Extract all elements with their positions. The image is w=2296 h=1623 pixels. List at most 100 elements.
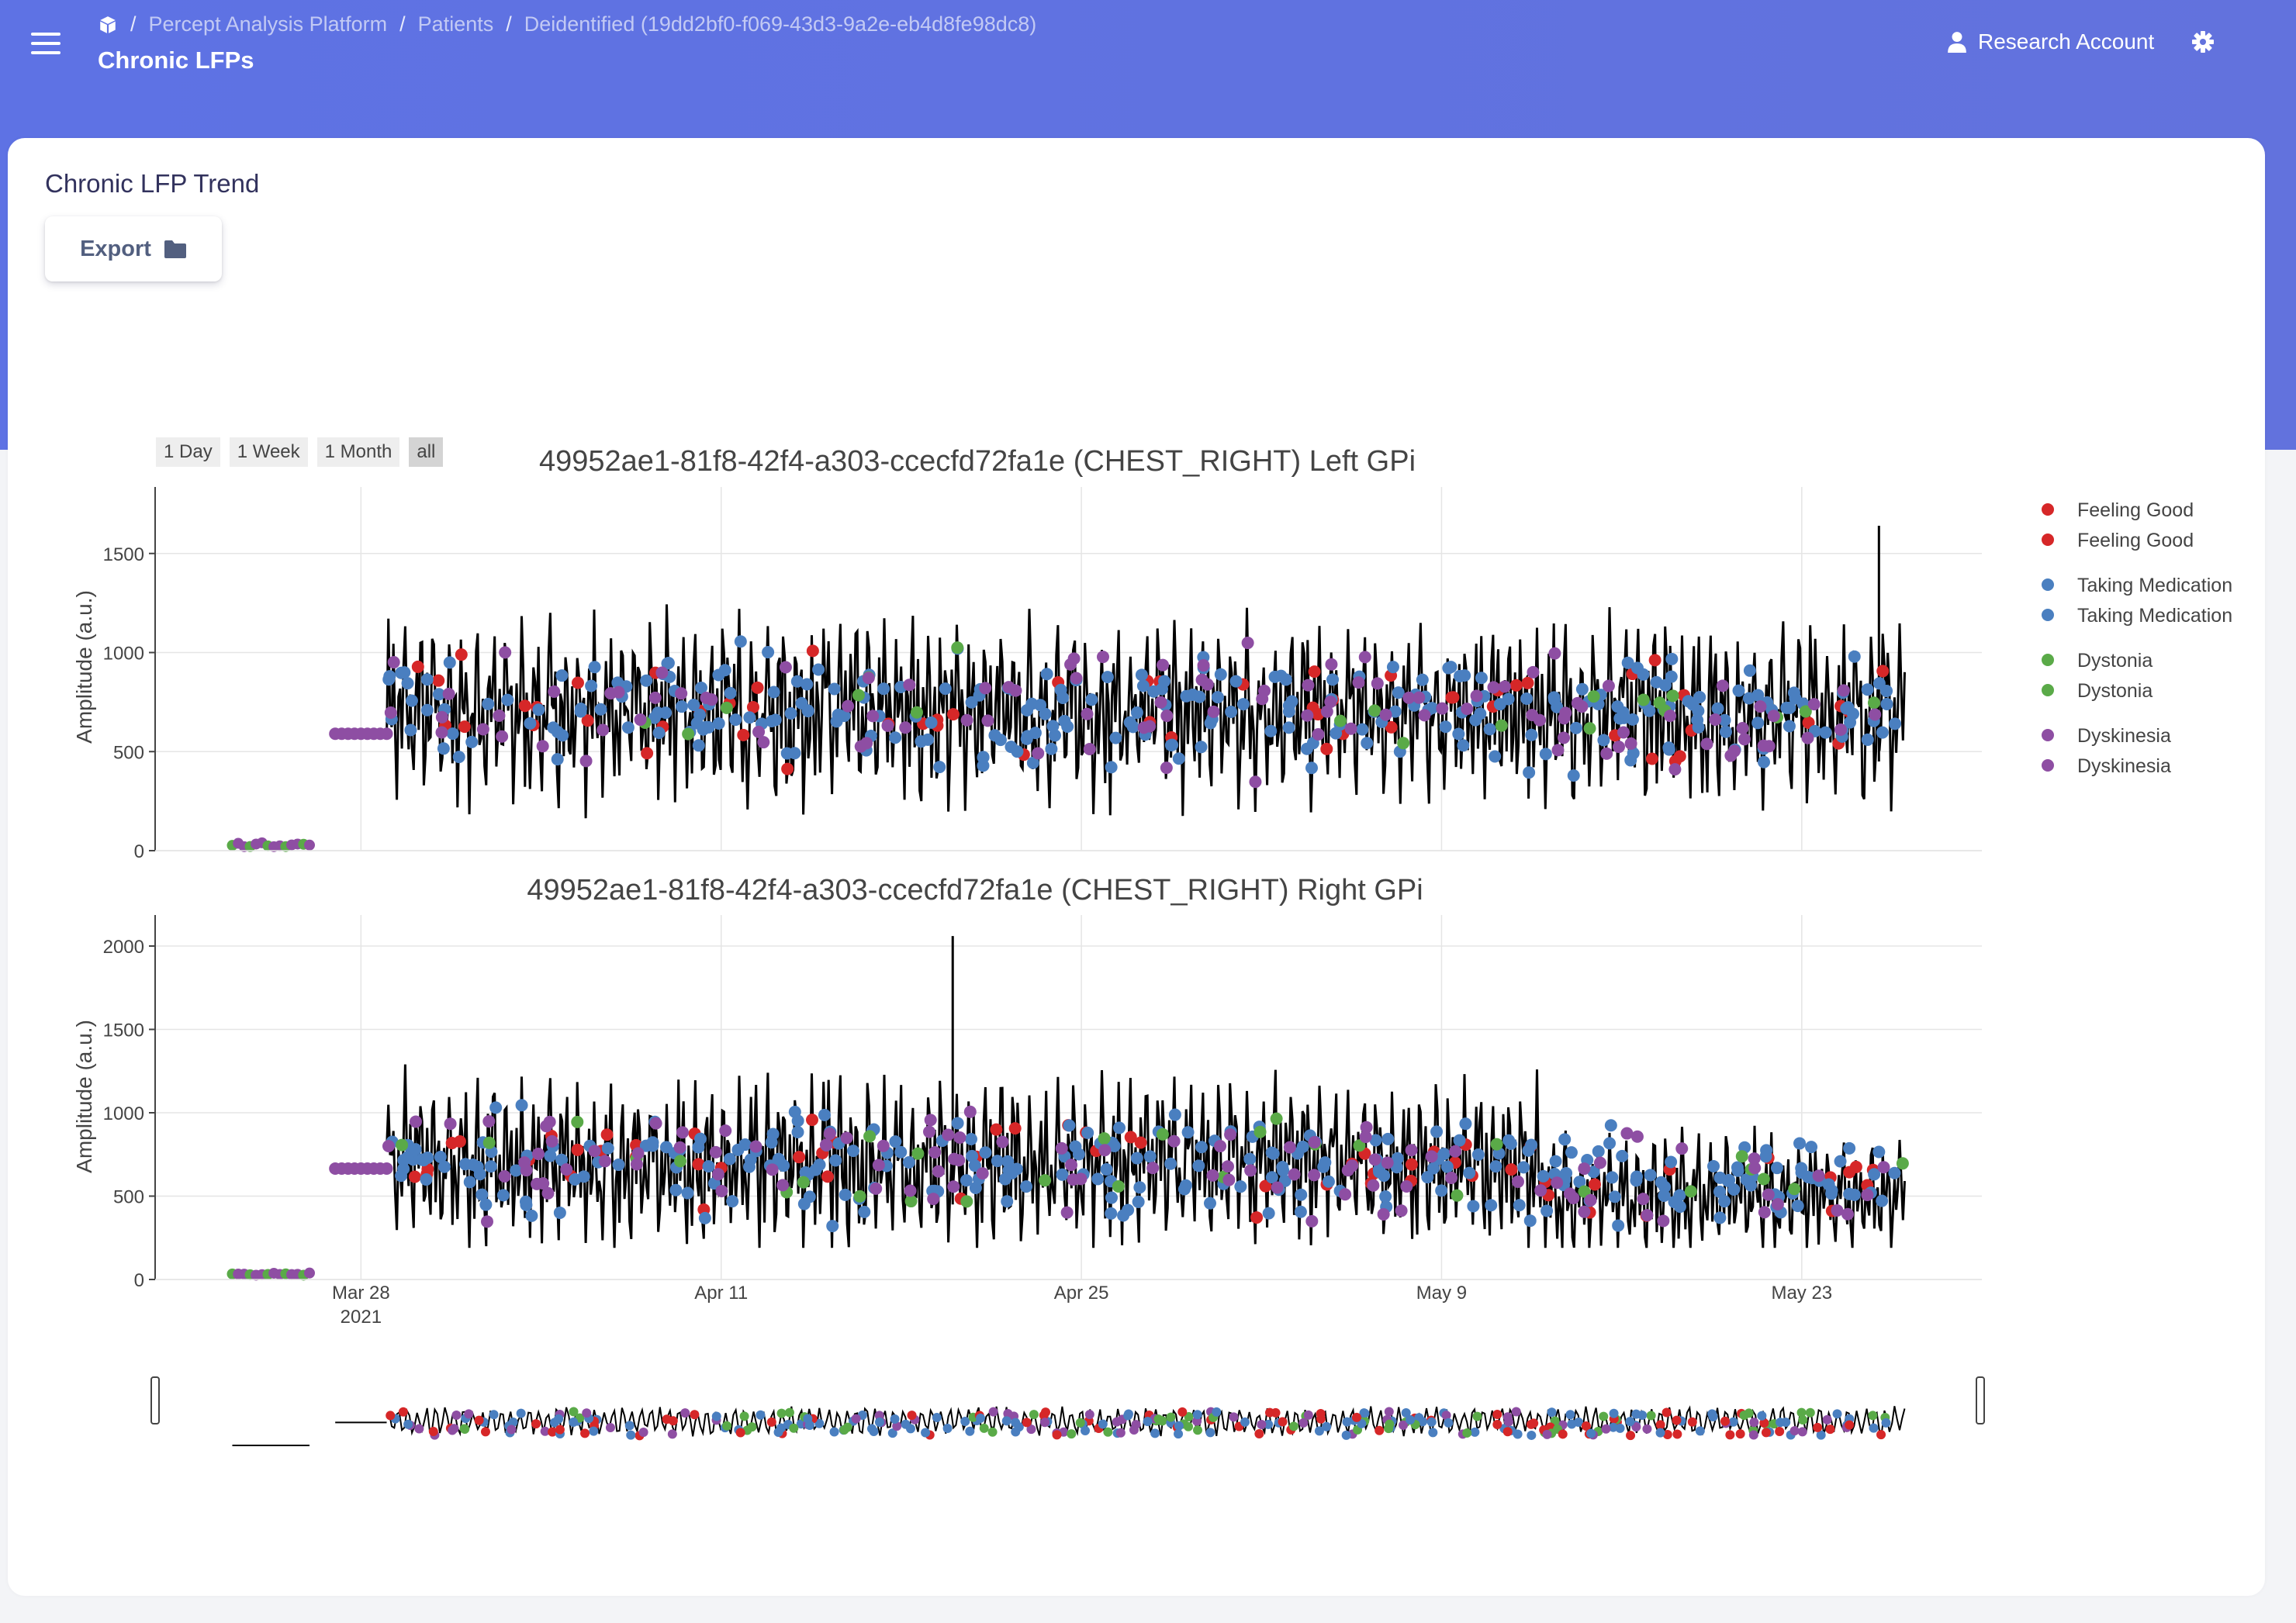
event-marker-taking-medication[interactable] bbox=[1469, 713, 1482, 727]
event-marker-taking-medication[interactable] bbox=[1686, 698, 1700, 711]
event-marker-dyskinesia[interactable] bbox=[1600, 747, 1613, 760]
event-marker-feeling-good[interactable] bbox=[1008, 1122, 1022, 1135]
event-marker-taking-medication[interactable] bbox=[1100, 1162, 1113, 1176]
event-marker-taking-medication[interactable] bbox=[1454, 669, 1467, 682]
event-marker-taking-medication[interactable] bbox=[839, 1188, 852, 1201]
event-marker-taking-medication[interactable] bbox=[1740, 1173, 1753, 1186]
event-marker-taking-medication[interactable] bbox=[420, 673, 434, 686]
event-marker-taking-medication[interactable] bbox=[1475, 672, 1488, 685]
event-marker-dyskinesia[interactable] bbox=[1748, 1152, 1761, 1165]
event-marker-dyskinesia[interactable] bbox=[1283, 1141, 1296, 1154]
event-marker-dystonia[interactable] bbox=[904, 1195, 918, 1208]
event-marker-dyskinesia[interactable] bbox=[1657, 1214, 1670, 1228]
event-marker-taking-medication[interactable] bbox=[1805, 1141, 1818, 1154]
event-marker-dyskinesia[interactable] bbox=[1593, 1156, 1606, 1169]
event-marker-dyskinesia[interactable] bbox=[700, 691, 713, 704]
event-marker-taking-medication[interactable] bbox=[1713, 1171, 1727, 1184]
event-marker-dyskinesia[interactable] bbox=[903, 679, 916, 692]
event-marker-taking-medication[interactable] bbox=[1056, 691, 1070, 704]
event-marker-taking-medication[interactable] bbox=[1603, 1137, 1617, 1150]
event-marker-taking-medication[interactable] bbox=[1177, 1183, 1191, 1196]
legend-item-feeling-good[interactable]: Feeling Good bbox=[2042, 499, 2194, 521]
event-marker-taking-medication[interactable] bbox=[960, 1174, 973, 1187]
event-marker-taking-medication[interactable] bbox=[734, 635, 747, 648]
event-marker-dyskinesia[interactable] bbox=[927, 1193, 940, 1206]
event-marker-dyskinesia[interactable] bbox=[1748, 1162, 1762, 1175]
event-marker-taking-medication[interactable] bbox=[712, 717, 725, 730]
event-marker-dyskinesia[interactable] bbox=[1157, 658, 1170, 672]
event-marker-taking-medication[interactable] bbox=[1760, 1144, 1773, 1157]
event-marker-dyskinesia[interactable] bbox=[1308, 1169, 1321, 1182]
event-marker-taking-medication[interactable] bbox=[1644, 1169, 1657, 1182]
event-marker-dyskinesia[interactable] bbox=[1812, 1169, 1825, 1183]
event-marker-taking-medication[interactable] bbox=[524, 717, 537, 730]
event-marker-taking-medication[interactable] bbox=[1467, 1200, 1480, 1213]
event-marker-dyskinesia[interactable] bbox=[1762, 1188, 1775, 1201]
event-marker-taking-medication[interactable] bbox=[1457, 739, 1470, 752]
event-marker-dyskinesia[interactable] bbox=[1081, 707, 1094, 720]
event-marker-dyskinesia[interactable] bbox=[757, 736, 770, 749]
event-marker-taking-medication[interactable] bbox=[520, 1198, 533, 1211]
event-marker-dyskinesia[interactable] bbox=[536, 740, 549, 753]
event-marker-taking-medication[interactable] bbox=[1560, 1166, 1573, 1179]
event-marker-taking-medication[interactable] bbox=[675, 700, 688, 713]
event-marker-dyskinesia[interactable] bbox=[979, 682, 992, 695]
range-slider-handle-left[interactable] bbox=[150, 1376, 160, 1424]
event-marker-dystonia[interactable] bbox=[682, 727, 695, 741]
event-marker-taking-medication[interactable] bbox=[452, 751, 465, 764]
event-marker-taking-medication[interactable] bbox=[1143, 1150, 1157, 1163]
event-marker-dyskinesia[interactable] bbox=[1055, 1141, 1068, 1155]
event-marker-taking-medication[interactable] bbox=[1020, 732, 1033, 745]
event-marker-dyskinesia[interactable] bbox=[604, 687, 617, 700]
event-marker-dyskinesia[interactable] bbox=[953, 1131, 966, 1145]
event-marker-taking-medication[interactable] bbox=[1319, 1156, 1332, 1169]
event-marker-dyskinesia[interactable] bbox=[1511, 1175, 1524, 1188]
event-marker-feeling-good[interactable] bbox=[408, 1170, 421, 1183]
event-marker-taking-medication[interactable] bbox=[1489, 750, 1502, 763]
event-marker-feeling-good[interactable] bbox=[1521, 676, 1534, 689]
event-marker-dyskinesia[interactable] bbox=[976, 1167, 989, 1180]
event-marker-dyskinesia[interactable] bbox=[1320, 705, 1333, 718]
event-marker-taking-medication[interactable] bbox=[1378, 1169, 1391, 1183]
event-marker-feeling-good[interactable] bbox=[411, 660, 424, 673]
event-marker-taking-medication[interactable] bbox=[1225, 706, 1238, 719]
event-marker-dyskinesia[interactable] bbox=[545, 1134, 558, 1148]
event-marker-dyskinesia[interactable] bbox=[842, 699, 855, 713]
event-marker-dyskinesia[interactable] bbox=[596, 723, 610, 737]
event-marker-dyskinesia[interactable] bbox=[1064, 658, 1077, 671]
event-marker-dyskinesia[interactable] bbox=[1083, 742, 1096, 755]
event-marker-taking-medication[interactable] bbox=[1523, 1214, 1537, 1228]
event-marker-taking-medication[interactable] bbox=[420, 1173, 433, 1186]
event-marker-taking-medication[interactable] bbox=[1795, 1166, 1808, 1179]
event-marker-taking-medication[interactable] bbox=[1136, 679, 1150, 692]
event-marker-taking-medication[interactable] bbox=[1164, 739, 1177, 752]
event-marker-taking-medication[interactable] bbox=[1732, 684, 1745, 697]
event-marker-dyskinesia[interactable] bbox=[476, 723, 489, 736]
event-marker-dyskinesia[interactable] bbox=[1727, 744, 1741, 758]
event-marker-dyskinesia[interactable] bbox=[1425, 1150, 1438, 1163]
event-marker-dystonia[interactable] bbox=[1587, 690, 1600, 703]
event-marker-feeling-good[interactable] bbox=[1509, 679, 1523, 692]
event-marker-taking-medication[interactable] bbox=[698, 1211, 711, 1224]
event-marker-taking-medication[interactable] bbox=[669, 1183, 683, 1197]
event-marker-dyskinesia[interactable] bbox=[1308, 1136, 1321, 1149]
event-marker-dyskinesia[interactable] bbox=[1358, 651, 1371, 664]
event-marker-taking-medication[interactable] bbox=[818, 1108, 831, 1121]
event-marker-taking-medication[interactable] bbox=[432, 688, 445, 701]
event-marker-taking-medication[interactable] bbox=[1876, 1194, 1889, 1207]
event-marker-taking-medication[interactable] bbox=[1459, 1117, 1472, 1131]
event-marker-dyskinesia[interactable] bbox=[543, 1115, 556, 1128]
event-marker-taking-medication[interactable] bbox=[964, 1132, 977, 1145]
event-marker-dyskinesia[interactable] bbox=[1074, 1172, 1087, 1186]
event-marker-taking-medication[interactable] bbox=[828, 682, 841, 696]
event-marker-dyskinesia[interactable] bbox=[1558, 712, 1571, 725]
event-marker-dyskinesia[interactable] bbox=[387, 656, 400, 669]
event-marker-taking-medication[interactable] bbox=[1444, 661, 1457, 674]
event-marker-taking-medication[interactable] bbox=[594, 703, 607, 716]
event-marker-taking-medication[interactable] bbox=[489, 1101, 503, 1114]
event-marker-taking-medication[interactable] bbox=[1386, 661, 1399, 674]
event-marker-taking-medication[interactable] bbox=[1439, 720, 1452, 734]
event-marker-taking-medication[interactable] bbox=[1612, 1219, 1625, 1232]
event-marker-feeling-good[interactable] bbox=[432, 674, 445, 687]
event-marker-dystonia[interactable] bbox=[1397, 737, 1410, 750]
